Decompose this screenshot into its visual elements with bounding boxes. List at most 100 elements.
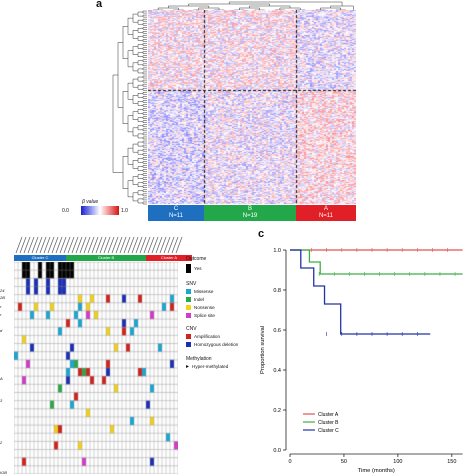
cluster-band-c: C N=11 [148,205,204,221]
y-tick-label: 0.2 [273,408,281,414]
panel-a-letter: a [96,0,103,10]
cluster-b-label: B [247,206,252,212]
sample-name [15,236,23,254]
hyper-methylated-icon: ▸ [186,364,190,370]
sample-name [135,236,143,254]
oncoprint-grid [14,262,178,474]
gene-row-label: A [0,376,3,381]
sample-name [171,236,179,254]
gene-row-label: 2B [0,295,5,300]
legend-label: Cluster B [318,420,339,426]
y-tick-label: 0.4 [273,368,281,374]
outcome-yes-swatch [186,264,191,273]
cluster-bar-b: Cluster C Cluster B Cluster A [14,255,192,261]
y-tick-label: 0.6 [273,328,281,334]
sample-name [19,236,27,254]
legend-label: Cluster C [318,428,339,434]
gene-row-label: 2 [0,440,3,445]
sample-name [175,236,183,254]
survival-curve-cluster-c [290,249,431,335]
beta-scale-label: β value [82,199,99,205]
sample-name [67,236,75,254]
cluster-band-a: A N=11 [296,205,356,221]
missense-label: Missense [194,289,214,294]
panel-a-dendrogram-left [112,10,147,205]
cluster-bar-c: Cluster C [14,255,66,261]
amplification-swatch [186,334,191,339]
hyper-methylated-label: Hyper-methylated [192,364,229,369]
gene-row-label: 3 [0,398,3,403]
outcome-legend-title: Outcome [186,256,207,262]
sample-name [79,236,87,254]
missense-swatch [186,289,191,294]
cluster-bar-b-segment: Cluster B [66,255,146,261]
sample-name [23,236,31,254]
cluster-band-b: B N=19 [204,205,296,221]
cluster-bar-a-label: Cluster A [160,255,178,260]
homozygous-deletion-label: Homozygous deletion [194,342,239,347]
cluster-c-n: N=11 [168,213,184,219]
gene-row-label: d [0,328,3,333]
sample-name-header [15,236,183,254]
sample-name [27,236,35,254]
y-tick-label: 0.0 [273,448,281,454]
sample-name [159,236,167,254]
nonsense-label: Nonsense [194,305,215,310]
sample-name [115,236,123,254]
sample-name [123,236,131,254]
sample-name [63,236,71,254]
sample-name [75,236,83,254]
survival-curve-cluster-b [290,249,463,275]
dendrogram-branches [112,10,147,205]
beta-scale-min: 0.0 [62,208,69,214]
cluster-bar-c-label: Cluster C [31,255,49,260]
x-axis-label: Time (months) [358,468,395,474]
sample-name [43,236,51,254]
snv-legend-title: SNV [186,281,197,287]
splice-site-swatch [186,313,191,318]
sample-name [83,236,91,254]
amplification-label: Amplification [194,334,221,339]
gene-row-label: IOB [0,470,7,475]
sample-name [151,236,159,254]
x-tick-label: 50 [341,459,347,465]
sample-name [163,236,171,254]
methylation-heatmap [148,10,356,204]
legend-label: Cluster A [318,412,339,418]
sample-name [87,236,95,254]
sample-name [51,236,59,254]
panel-c-letter: c [258,228,265,240]
y-tick-label: 0.8 [273,288,281,294]
sample-name [111,236,119,254]
sample-name [47,236,55,254]
gene-row-labels: 24 2B r r d A 3 2 IOB [0,262,12,475]
indel-label: Indel [194,297,204,302]
cluster-a-n: N=11 [318,213,334,219]
cnv-legend-title: CNV [186,326,197,332]
cluster-b-n: N=19 [242,213,258,219]
homozygous-deletion-swatch [186,342,191,347]
outcome-yes-label: Yes [194,266,202,271]
sample-name [119,236,127,254]
sample-name [31,236,39,254]
x-tick-label: 100 [393,459,402,465]
y-axis-label: Proportion survival [260,326,266,374]
sample-name [99,236,107,254]
sample-name [91,236,99,254]
x-tick-label: 150 [447,459,456,465]
x-tick-label: 0 [288,459,291,465]
cluster-bar-a: Cluster A [146,255,192,261]
indel-swatch [186,297,191,302]
sample-name [127,236,135,254]
sample-name [155,236,163,254]
survival-plot: 0.0 0.2 0.4 0.6 0.8 1.0 0 50 100 150 Time (months)… [260,248,463,474]
sample-name [103,236,111,254]
sample-name [131,236,139,254]
sample-name [39,236,47,254]
sample-name [107,236,115,254]
sample-name [71,236,79,254]
sample-name [147,236,155,254]
beta-scale-max: 1.0 [121,208,128,214]
sample-name [139,236,147,254]
sample-name [167,236,175,254]
